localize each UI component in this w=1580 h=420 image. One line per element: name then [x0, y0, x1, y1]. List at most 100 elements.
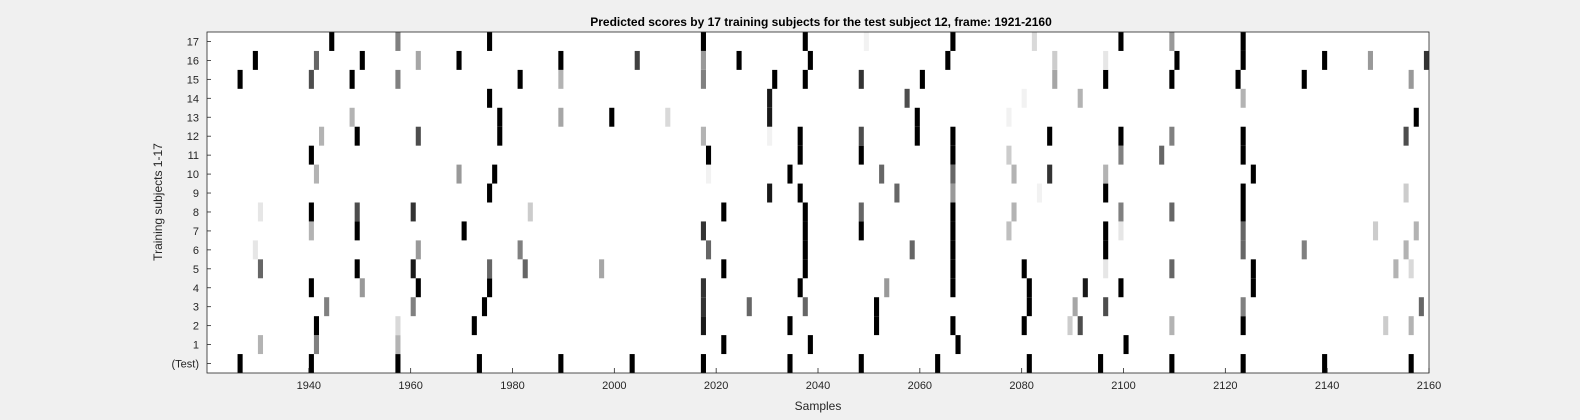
score-cell [314, 335, 319, 354]
score-cell [915, 108, 920, 127]
score-cell [665, 108, 670, 127]
score-cell [864, 32, 869, 51]
score-cell [1103, 51, 1108, 70]
score-cell [1098, 354, 1103, 373]
x-tick-label: 2000 [602, 380, 626, 392]
score-cell [803, 259, 808, 278]
score-cell [1414, 221, 1419, 240]
x-tick-label: 2140 [1315, 380, 1339, 392]
score-cell [950, 165, 955, 184]
score-cell [701, 51, 706, 70]
score-cell [1322, 354, 1327, 373]
score-cell [1393, 259, 1398, 278]
score-cell [258, 203, 263, 222]
score-cell [1169, 203, 1174, 222]
score-cell [1302, 240, 1307, 259]
score-cell [945, 51, 950, 70]
x-tick-label: 2120 [1213, 380, 1237, 392]
score-cell [803, 203, 808, 222]
x-tick-label: 2040 [806, 380, 830, 392]
score-cell [859, 146, 864, 165]
y-tick-label: 5 [193, 264, 199, 276]
score-cell [935, 354, 940, 373]
score-cell [721, 259, 726, 278]
score-cell [487, 184, 492, 203]
score-cell [487, 278, 492, 297]
y-tick-label: 12 [187, 131, 199, 143]
score-cell [1383, 316, 1388, 335]
score-cell [910, 240, 915, 259]
score-cell [701, 316, 706, 335]
score-cell [1103, 297, 1108, 316]
score-cell [630, 354, 635, 373]
score-cell [1409, 316, 1414, 335]
y-tick-label: 16 [187, 55, 199, 67]
score-cell [1027, 297, 1032, 316]
score-cell [1078, 89, 1083, 108]
y-tick-label: 6 [193, 245, 199, 257]
score-cell [706, 240, 711, 259]
score-cell [314, 51, 319, 70]
score-cell [1011, 203, 1016, 222]
score-cell [1251, 278, 1256, 297]
score-cell [1409, 70, 1414, 89]
score-cell [1103, 184, 1108, 203]
score-cell [859, 221, 864, 240]
y-tick-label: 10 [187, 169, 199, 181]
y-tick-label: 2 [193, 321, 199, 333]
score-cell [701, 297, 706, 316]
y-tick-label: 17 [187, 36, 199, 48]
score-cell [803, 221, 808, 240]
score-cell [721, 335, 726, 354]
score-cell [1241, 354, 1246, 373]
score-cell [462, 221, 467, 240]
score-cell [1118, 221, 1123, 240]
score-cell [360, 51, 365, 70]
score-cell [1424, 51, 1429, 70]
x-tick-label: 2080 [1009, 380, 1033, 392]
score-cell [492, 165, 497, 184]
score-cell [894, 184, 899, 203]
score-cell [701, 70, 706, 89]
score-cell [1073, 297, 1078, 316]
score-cell [920, 70, 925, 89]
score-cell [558, 51, 563, 70]
score-cell [859, 203, 864, 222]
score-cell [1118, 278, 1123, 297]
x-tick-label: 2060 [908, 380, 932, 392]
score-cell [1409, 259, 1414, 278]
score-cell [787, 354, 792, 373]
score-cell [416, 51, 421, 70]
score-cell [487, 89, 492, 108]
score-cell [1302, 70, 1307, 89]
score-cell [1241, 221, 1246, 240]
score-cell [787, 165, 792, 184]
score-cell [411, 259, 416, 278]
score-cell [950, 259, 955, 278]
score-cell [1251, 259, 1256, 278]
score-cell [950, 221, 955, 240]
score-cell [767, 127, 772, 146]
y-tick-label: 1 [193, 340, 199, 352]
score-cell [1169, 127, 1174, 146]
score-cell [497, 108, 502, 127]
score-cell [950, 240, 955, 259]
score-cell [798, 146, 803, 165]
score-cell [309, 278, 314, 297]
score-cell [798, 278, 803, 297]
score-cell [518, 240, 523, 259]
score-cell [1022, 89, 1027, 108]
score-cell [950, 184, 955, 203]
score-cell [955, 335, 960, 354]
score-cell [767, 108, 772, 127]
score-cell [1022, 316, 1027, 335]
score-cell [803, 32, 808, 51]
x-axis-label: Samples [795, 399, 842, 413]
score-cell [950, 316, 955, 335]
score-cell [803, 70, 808, 89]
score-cell [808, 51, 813, 70]
score-cell [950, 278, 955, 297]
score-cell [635, 51, 640, 70]
score-cell [416, 278, 421, 297]
